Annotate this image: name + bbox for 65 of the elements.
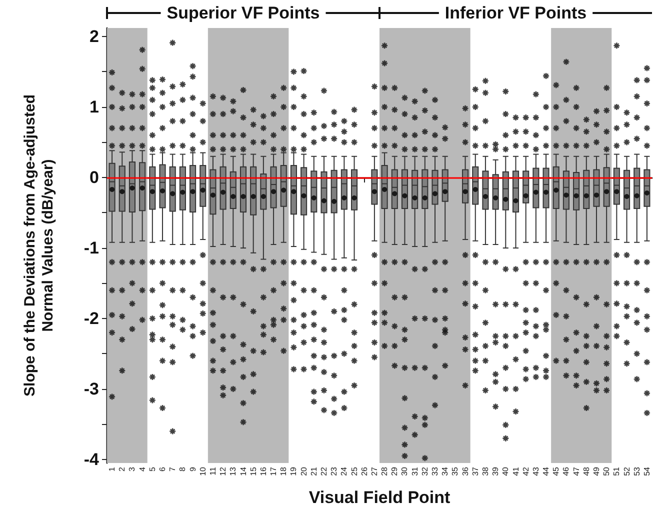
x-tick-label: 30 xyxy=(400,466,410,476)
x-tick-label: 38 xyxy=(480,466,490,476)
x-tick-label: 41 xyxy=(511,466,520,476)
x-tick-label: 43 xyxy=(531,466,540,476)
x-tick-label: 19 xyxy=(289,466,298,476)
x-tick-label: 22 xyxy=(319,466,328,476)
x-tick-label: 14 xyxy=(238,466,248,476)
x-tick-label: 46 xyxy=(562,466,571,476)
x-tick-label: 11 xyxy=(208,466,218,476)
x-tick-label: 16 xyxy=(258,466,268,476)
x-tick-label: 49 xyxy=(592,466,601,476)
y-tick-label: -4 xyxy=(84,450,100,469)
x-tick-label: 39 xyxy=(491,466,500,476)
x-tick-label: 45 xyxy=(552,466,561,476)
y-tick-label: -2 xyxy=(84,308,99,328)
x-tick-label: 44 xyxy=(542,466,551,476)
y-tick-label: 1 xyxy=(90,97,99,116)
x-tick-label: 40 xyxy=(501,466,510,476)
x-axis-title: Visual Field Point xyxy=(308,488,451,507)
x-tick-label: 33 xyxy=(430,466,440,476)
x-tick-label: 24 xyxy=(340,466,349,476)
x-tick-label: 28 xyxy=(380,466,390,476)
x-tick-label: 13 xyxy=(228,466,238,476)
x-tick-label: 36 xyxy=(460,466,470,476)
text: Superior VF Points xyxy=(166,4,320,22)
y-tick-label: 0 xyxy=(90,168,99,187)
x-tick-label: 15 xyxy=(248,466,258,476)
x-tick-label: 50 xyxy=(602,466,612,476)
x-tick-label: 29 xyxy=(390,466,400,476)
x-tick-label: 32 xyxy=(420,466,430,476)
x-tick-label: 37 xyxy=(470,466,480,476)
x-tick-label: 1 xyxy=(108,466,117,472)
x-tick-label: 6 xyxy=(158,466,168,472)
y-tick-label: 2 xyxy=(90,26,99,46)
x-tick-label: 23 xyxy=(330,466,339,476)
x-tick-label: 54 xyxy=(642,466,652,476)
x-tick-label: 4 xyxy=(138,466,147,472)
x-tick-label: 34 xyxy=(440,466,450,476)
x-tick-label: 5 xyxy=(148,466,157,472)
y-tick-label: -3 xyxy=(84,379,99,398)
x-tick-label: 35 xyxy=(450,466,460,476)
x-tick-label: 18 xyxy=(279,466,288,476)
x-tick-label: 12 xyxy=(218,466,228,476)
x-tick-label: 21 xyxy=(309,466,318,476)
x-tick-label: 42 xyxy=(521,466,530,476)
text: Inferior VF Points xyxy=(444,4,587,22)
x-tick-label: 7 xyxy=(168,466,178,472)
x-tick-label: 25 xyxy=(350,466,359,476)
x-tick-label: 48 xyxy=(582,466,591,476)
x-tick-label: 51 xyxy=(612,466,622,476)
x-tick-label: 17 xyxy=(269,466,278,476)
x-tick-label: 20 xyxy=(299,466,308,476)
x-tick-label: 8 xyxy=(178,466,188,472)
y-axis-title: Slope of the Deviations from Age-adjusted Normal Values (dB/year) xyxy=(22,94,56,396)
x-tick-label: 2 xyxy=(118,466,127,472)
x-tick-label: 53 xyxy=(632,466,642,476)
y-tick-label: -1 xyxy=(84,238,99,258)
x-tick-label: 27 xyxy=(370,466,379,476)
x-tick-label: 31 xyxy=(410,466,420,476)
x-tick-label: 3 xyxy=(128,466,137,472)
x-tick-label: 47 xyxy=(572,466,581,476)
x-tick-label: 52 xyxy=(622,466,632,476)
x-tick-label: 10 xyxy=(198,466,208,476)
x-tick-label: 9 xyxy=(188,466,198,472)
x-tick-label: 26 xyxy=(360,466,369,476)
